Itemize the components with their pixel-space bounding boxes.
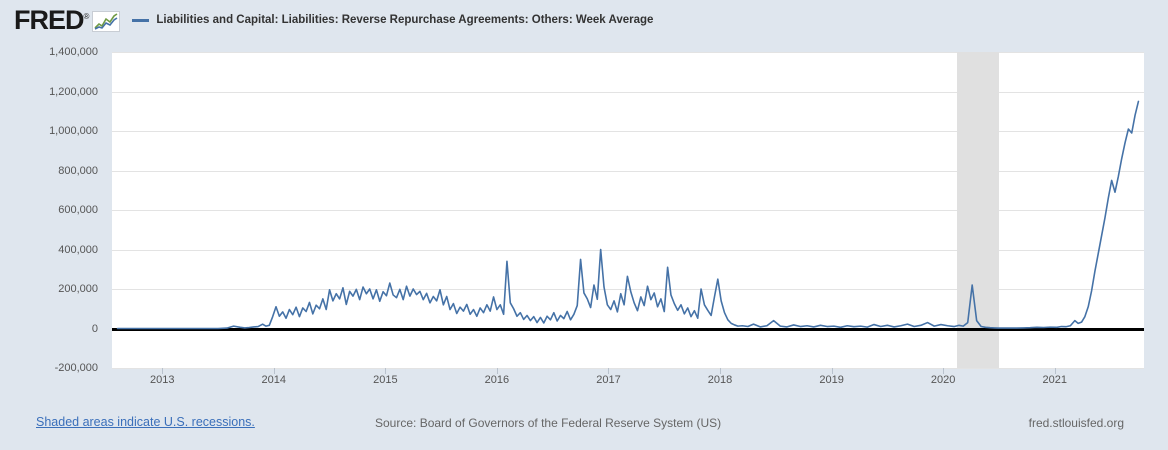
gridline	[112, 131, 1144, 132]
y-axis-tick-label: 1,400,000	[49, 46, 98, 58]
gridline	[112, 210, 1144, 211]
gridline	[112, 170, 1144, 172]
series-polyline	[116, 100, 1140, 330]
x-axis-tick-label: 2014	[261, 374, 287, 386]
x-axis-tick-mark	[496, 368, 498, 374]
x-axis-tick-label: 2018	[707, 374, 733, 386]
fred-logo[interactable]: FRED®	[14, 4, 121, 35]
x-axis-tick-mark	[608, 368, 610, 374]
chart-plot-area	[112, 52, 1144, 369]
fred-wordmark: FRED®	[14, 4, 90, 35]
chart-header: FRED® Liabilities and Capital: Liabiliti…	[0, 0, 1168, 40]
y-axis-tick-label: 1,000,000	[49, 125, 98, 137]
x-axis-tick-label: 2015	[373, 374, 398, 386]
x-axis-tick-mark	[162, 368, 164, 374]
x-axis-tick-mark	[273, 368, 275, 374]
line-chart-icon	[92, 11, 121, 32]
site-url: fred.stlouisfed.org	[1028, 416, 1124, 430]
y-axis-tick-label: 400,000	[58, 243, 98, 256]
gridline	[112, 289, 1144, 290]
legend-series-label: Liabilities and Capital: Liabilities: Re…	[156, 14, 654, 26]
y-axis-tick-label: 0	[91, 322, 98, 335]
x-axis-tick-mark	[1054, 368, 1056, 374]
fred-wordmark-text: FRED	[14, 4, 84, 35]
x-axis-tick-label: 2019	[819, 374, 844, 386]
x-axis-tick-label: 2013	[149, 374, 175, 386]
y-axis-tick-label: 600,000	[58, 204, 98, 216]
gridline	[112, 91, 1144, 93]
x-axis-tick-label: 2020	[930, 374, 956, 386]
registered-mark: ®	[83, 11, 90, 21]
gridline	[112, 368, 1144, 369]
gridline	[112, 52, 1144, 53]
x-axis-tick-label: 2017	[596, 374, 621, 386]
x-axis-tick-label: 2021	[1042, 374, 1067, 386]
zero-baseline	[112, 327, 1144, 331]
x-axis-tick-label: 2016	[484, 374, 510, 386]
x-axis-tick-mark	[831, 368, 833, 374]
x-axis-tick-mark	[385, 368, 387, 374]
chart-footer: Shaded areas indicate U.S. recessions. S…	[0, 415, 1168, 435]
chart-legend: Liabilities and Capital: Liabilities: Re…	[132, 14, 653, 26]
recessions-note-link[interactable]: Shaded areas indicate U.S. recessions.	[36, 415, 255, 429]
recession-band	[956, 52, 999, 368]
x-axis-tick-mark	[943, 368, 945, 374]
legend-color-swatch	[132, 18, 150, 22]
gridlines	[112, 52, 1144, 369]
y-axis-tick-label: -200,000	[54, 362, 98, 374]
y-axis-tick-label: 800,000	[58, 164, 98, 177]
y-axis-tick-label: 1,200,000	[49, 85, 98, 98]
x-axis-tick-mark	[720, 368, 722, 374]
y-axis-tick-label: 200,000	[58, 283, 98, 295]
gridline	[112, 249, 1144, 251]
source-note: Source: Board of Governors of the Federa…	[375, 416, 722, 430]
series-line	[116, 100, 1140, 330]
